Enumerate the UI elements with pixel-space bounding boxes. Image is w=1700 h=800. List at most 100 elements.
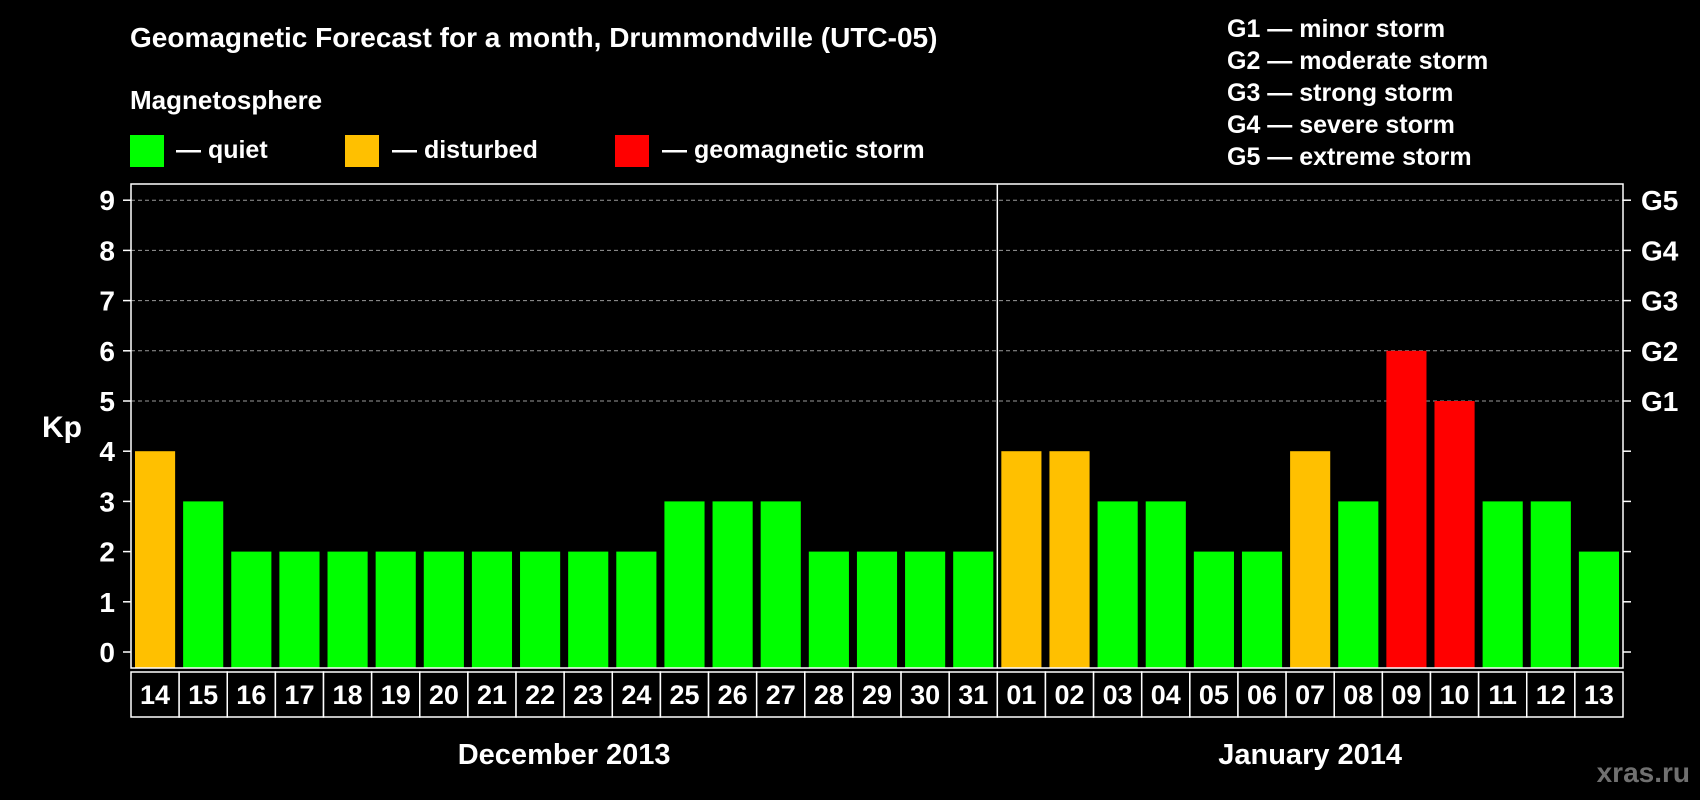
x-cell-05 — [1189, 671, 1239, 718]
x-tick-label-25: 25 — [669, 680, 699, 710]
x-tick-label-14: 14 — [140, 680, 170, 710]
bar-30 — [905, 551, 946, 668]
x-tick-label-06: 06 — [1247, 680, 1277, 710]
x-tick-label-04: 04 — [1151, 680, 1181, 710]
bar-10 — [1434, 401, 1475, 668]
x-cell-19 — [370, 671, 421, 718]
plot-frame — [130, 183, 1624, 669]
bar-22 — [520, 551, 561, 668]
storm-scale: G1 — minor storm G2 — moderate storm G3 … — [1227, 15, 1488, 171]
x-cell-29 — [852, 671, 902, 718]
bar-23 — [568, 551, 609, 668]
magnetosphere-label: Magnetosphere — [130, 85, 322, 115]
x-tick-label-31: 31 — [958, 680, 988, 710]
bar-27 — [760, 501, 801, 668]
bar-24 — [616, 551, 657, 668]
bar-03 — [1097, 501, 1138, 668]
y-tick-label-2: 2 — [99, 537, 115, 568]
bar-09 — [1386, 350, 1427, 668]
bar-31 — [953, 551, 994, 668]
watermark: xras.ru — [1597, 757, 1690, 788]
x-tick-label-03: 03 — [1103, 680, 1133, 710]
gridlines — [131, 199, 1623, 402]
x-tick-label-07: 07 — [1295, 680, 1325, 710]
x-tick-label-11: 11 — [1488, 680, 1517, 710]
y-tick-label-8: 8 — [99, 235, 115, 266]
y-tick-label-4: 4 — [99, 436, 115, 467]
legend-swatch-quiet — [130, 135, 164, 167]
bar-06 — [1241, 551, 1283, 668]
legend-label-quiet: — quiet — [176, 136, 268, 164]
x-tick-label-19: 19 — [381, 680, 411, 710]
x-tick-label-24: 24 — [621, 680, 651, 710]
bar-13 — [1578, 551, 1619, 668]
bar-08 — [1338, 501, 1379, 668]
y-tick-label-6: 6 — [99, 336, 115, 367]
x-tick-label-29: 29 — [862, 680, 892, 710]
right-axis-label-G1: G1 — [1641, 386, 1678, 417]
x-tick-label-23: 23 — [573, 680, 603, 710]
x-tick-label-17: 17 — [284, 680, 314, 710]
bar-28 — [808, 551, 849, 668]
y-tick-label-1: 1 — [99, 587, 115, 618]
chart-title: Geomagnetic Forecast for a month, Drummo… — [130, 22, 937, 53]
legend-label-storm: — geomagnetic storm — [662, 136, 925, 164]
right-axis-ticks: G1 G2 G3 G4 G5 — [1623, 185, 1679, 653]
bar-29 — [856, 551, 898, 668]
storm-scale-g5: G5 — extreme storm — [1227, 143, 1472, 171]
storm-scale-g2: G2 — moderate storm — [1227, 47, 1488, 75]
x-tick-label-02: 02 — [1054, 680, 1084, 710]
x-tick-label-18: 18 — [333, 680, 363, 710]
y-tick-label-5: 5 — [99, 386, 115, 417]
y-tick-label-9: 9 — [99, 185, 115, 216]
bar-20 — [423, 551, 464, 668]
x-cell-30 — [900, 671, 950, 718]
y-ticks: 0 1 2 3 4 5 6 7 8 9 — [99, 185, 131, 668]
x-tick-label-15: 15 — [188, 680, 218, 710]
x-tick-label-12: 12 — [1536, 680, 1566, 710]
x-cell-13 — [1574, 671, 1624, 718]
bar-12 — [1530, 501, 1571, 668]
bar-21 — [471, 551, 513, 668]
y-tick-label-7: 7 — [99, 286, 115, 317]
x-tick-label-13: 13 — [1584, 680, 1614, 710]
x-tick-label-09: 09 — [1391, 680, 1421, 710]
bar-26 — [712, 501, 753, 668]
plot-border — [130, 183, 1624, 669]
x-cell-22 — [515, 671, 565, 718]
x-cell-02 — [1044, 671, 1095, 718]
month-labels: December 2013 January 2014 — [458, 739, 1402, 771]
x-cell-21 — [467, 671, 517, 718]
legend-label-disturbed: — disturbed — [392, 136, 538, 164]
legend-swatch-disturbed — [345, 135, 379, 167]
bar-07 — [1290, 451, 1331, 668]
storm-scale-g1: G1 — minor storm — [1227, 15, 1445, 43]
legend: — quiet — disturbed — geomagnetic storm — [130, 135, 925, 167]
bar-15 — [183, 501, 224, 668]
bar-02 — [1049, 451, 1090, 668]
right-axis-label-G5: G5 — [1641, 185, 1678, 216]
bar-25 — [664, 501, 705, 668]
legend-swatch-storm — [615, 135, 649, 167]
right-axis-label-G3: G3 — [1641, 286, 1678, 317]
x-cell-04 — [1140, 671, 1191, 718]
x-cell-27 — [755, 671, 806, 718]
x-cell-07 — [1285, 671, 1335, 718]
bar-18 — [327, 551, 368, 668]
bar-19 — [375, 551, 416, 668]
bar-11 — [1482, 501, 1523, 668]
x-tick-label-10: 10 — [1440, 680, 1470, 710]
right-axis-label-G4: G4 — [1641, 235, 1679, 266]
x-cell-26 — [707, 671, 758, 718]
bars — [135, 350, 1619, 668]
x-tick-label-21: 21 — [477, 680, 507, 710]
bar-14 — [135, 451, 176, 668]
x-tick-label-26: 26 — [718, 680, 748, 710]
x-tick-label-28: 28 — [814, 680, 844, 710]
x-tick-label-16: 16 — [236, 680, 266, 710]
y-axis-label: Kp — [42, 411, 82, 444]
x-tick-label-27: 27 — [766, 680, 796, 710]
x-tick-label-20: 20 — [429, 680, 459, 710]
x-tick-label-08: 08 — [1343, 680, 1373, 710]
